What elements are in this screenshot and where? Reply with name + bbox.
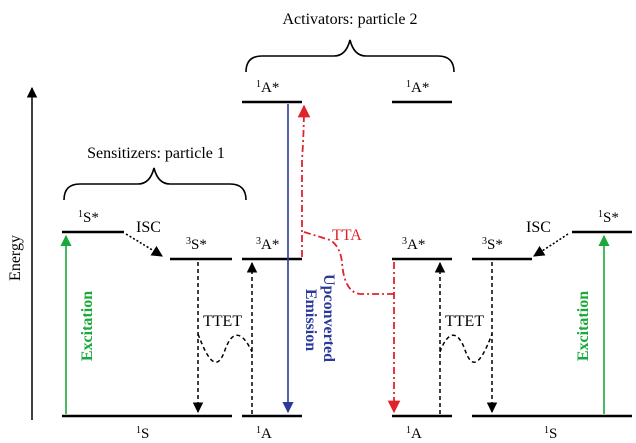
activators-brace (245, 39, 455, 73)
ttet-wave-right (439, 333, 493, 363)
label-3s-star-left: 3S* (186, 236, 207, 253)
label-1s-ground-right: 1S (544, 425, 557, 442)
label-3a-star-right: 3A* (402, 236, 425, 253)
label-3s-star-right: 3S* (482, 236, 503, 253)
label-1s-star-left: 1S* (78, 209, 99, 226)
excitation-label-right: Excitation (575, 291, 592, 361)
sensitizers-title: Sensitizers: particle 1 (87, 145, 225, 162)
label-1s-star-right: 1S* (598, 209, 619, 226)
label-1a-star-left: 1A* (256, 79, 279, 96)
isc-arrow-right (533, 233, 569, 257)
excitation-label-left: Excitation (79, 291, 96, 361)
isc-label-left: ISC (136, 219, 161, 236)
ttet-label-left: TTET (203, 313, 242, 330)
label-3a-star-left: 3A* (256, 236, 279, 253)
emission-label: Upconverted Emission (302, 274, 337, 366)
sensitizers-brace (63, 167, 247, 201)
ttet-wave-left (197, 333, 253, 363)
label-1a-star-right: 1A* (406, 79, 429, 96)
tta-path-connector (303, 231, 394, 295)
tta-label: TTA (332, 227, 362, 244)
label-1a-ground-left: 1A (256, 425, 272, 442)
activators-title: Activators: particle 2 (282, 11, 417, 28)
label-1s-ground-left: 1S (136, 425, 149, 442)
energy-axis-label: Energy (7, 235, 24, 281)
label-1a-ground-right: 1A (406, 425, 422, 442)
tta-path-up (297, 104, 311, 257)
ttet-label-right: TTET (445, 313, 484, 330)
isc-label-right: ISC (526, 219, 551, 236)
isc-arrow-left (125, 233, 163, 257)
